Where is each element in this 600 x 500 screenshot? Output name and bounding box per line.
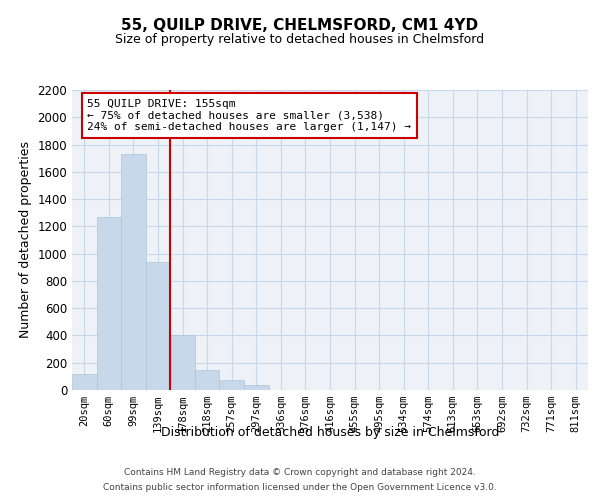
Text: Distribution of detached houses by size in Chelmsford: Distribution of detached houses by size … [161,426,499,439]
Bar [97,217,121,390]
Bar [244,385,269,390]
Text: 55 QUILP DRIVE: 155sqm
← 75% of detached houses are smaller (3,538)
24% of semi-: 55 QUILP DRIVE: 155sqm ← 75% of detached… [88,99,412,132]
Text: Size of property relative to detached houses in Chelmsford: Size of property relative to detached ho… [115,32,485,46]
Bar [121,154,146,390]
Bar [195,370,220,390]
Bar [170,335,195,390]
Y-axis label: Number of detached properties: Number of detached properties [19,142,32,338]
Text: Contains HM Land Registry data © Crown copyright and database right 2024.: Contains HM Land Registry data © Crown c… [124,468,476,477]
Bar [220,380,244,390]
Bar [146,262,170,390]
Bar [72,374,97,390]
Text: 55, QUILP DRIVE, CHELMSFORD, CM1 4YD: 55, QUILP DRIVE, CHELMSFORD, CM1 4YD [121,18,479,32]
Text: Contains public sector information licensed under the Open Government Licence v3: Contains public sector information licen… [103,483,497,492]
